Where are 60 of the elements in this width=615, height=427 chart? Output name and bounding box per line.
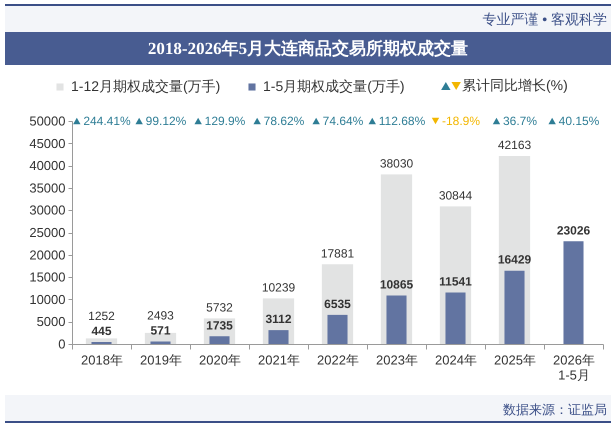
data-label: 244.41%: [83, 114, 132, 128]
data-label: 36.7%: [502, 114, 538, 128]
y-tick-label: 35000: [29, 180, 66, 196]
data-label: -18.9%: [442, 114, 480, 128]
data-label: 1735: [206, 318, 234, 332]
x-tick-label: 2024年: [435, 352, 477, 368]
x-tick-label: 2026年 1-5月: [553, 352, 595, 382]
legend-label: 累计同比增长(%): [462, 77, 568, 93]
bar: [150, 341, 171, 344]
data-label: 3112: [265, 312, 292, 326]
data-label: 74.64%: [322, 114, 364, 128]
bar: [209, 336, 230, 344]
chart-title: 2018-2026年5月大连商品交易所期权成交量: [148, 38, 468, 60]
data-label: 40.15%: [558, 114, 600, 128]
bar: [445, 292, 466, 344]
source-note: 数据来源：证监局: [503, 401, 607, 419]
x-tick-label: 2020年: [199, 352, 241, 368]
data-label: 38030: [380, 156, 414, 170]
y-tick-label: 10000: [29, 292, 66, 307]
data-label: 129.9%: [204, 114, 246, 128]
bar: [386, 296, 407, 344]
data-label: 78.62%: [264, 114, 305, 128]
data-label: 5732: [206, 300, 234, 314]
y-tick-label: 5000: [36, 314, 66, 330]
data-label: 11541: [439, 274, 472, 289]
data-label: 571: [150, 323, 171, 338]
x-tick-label: 2019年: [140, 352, 182, 368]
y-tick-label: 15000: [29, 270, 66, 285]
x-tick-label: 2022年: [317, 352, 359, 368]
x-tick-label: 2025年: [494, 352, 536, 368]
data-label: 6535: [324, 296, 352, 311]
legend-label: 1-5月期权成交量(万手): [263, 78, 405, 94]
y-tick-label: 45000: [29, 136, 66, 151]
data-label: 42163: [498, 138, 532, 152]
data-label: 445: [91, 324, 112, 338]
y-tick-label: 50000: [29, 114, 66, 128]
data-label: 1252: [88, 309, 116, 324]
data-label: 112.68%: [378, 114, 426, 128]
legend-label: 1-12月期权成交量(万手): [71, 78, 220, 94]
data-label: 99.12%: [146, 114, 187, 128]
data-label: 30844: [438, 188, 473, 202]
bar: [268, 330, 289, 344]
text: 专业严谨 • 客观科学: [482, 11, 607, 29]
x-tick-label: 2023年: [376, 352, 418, 368]
y-tick-label: 20000: [29, 247, 66, 262]
data-label: 10865: [380, 278, 414, 292]
y-tick-label: 40000: [29, 158, 66, 174]
bar: [563, 241, 584, 344]
bar: [504, 270, 525, 344]
bar: [327, 314, 348, 344]
y-tick-label: 25000: [29, 225, 66, 240]
x-tick-label: 2021年: [258, 352, 300, 368]
y-tick-label: 30000: [29, 202, 66, 218]
y-tick-label: 0: [58, 336, 66, 352]
data-label: 23026: [556, 223, 591, 238]
data-label: 2493: [147, 308, 174, 322]
x-tick-label: 2018年: [81, 352, 123, 368]
data-label: 16429: [498, 252, 532, 267]
data-label: 10239: [262, 280, 296, 294]
data-label: 17881: [320, 246, 355, 260]
